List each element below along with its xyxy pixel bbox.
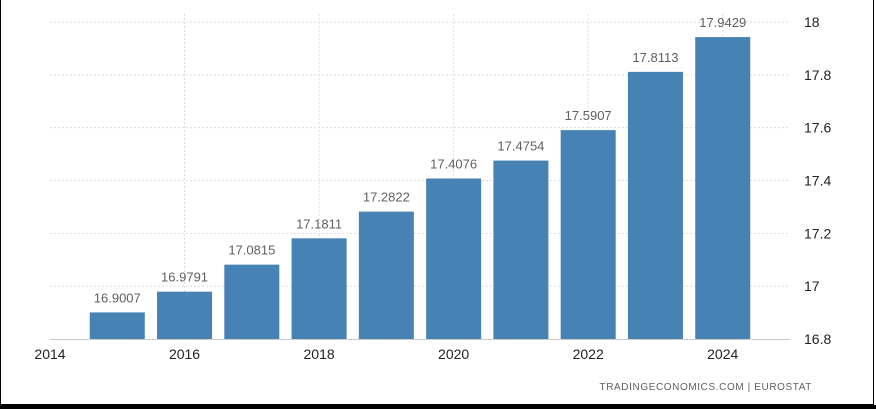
data-label-2022: 17.5907 xyxy=(565,108,612,123)
x-tick-label: 2020 xyxy=(438,346,469,362)
bars xyxy=(89,37,751,339)
y-tick-label: 17.6 xyxy=(804,120,831,136)
data-labels: 16.9007 16.9791 17.0815 17.1811 17.2822 17.40… xyxy=(94,15,746,305)
bar-2019 xyxy=(358,211,414,339)
data-label-2018: 17.1811 xyxy=(296,216,342,231)
bar-2022 xyxy=(560,130,616,339)
bar-2021 xyxy=(493,160,549,339)
y-tick-label: 17.2 xyxy=(804,225,831,241)
x-tick-label: 2016 xyxy=(169,346,200,362)
y-tick-label: 18 xyxy=(804,14,820,30)
data-label-2024: 17.9429 xyxy=(699,15,746,30)
data-label-2019: 17.2822 xyxy=(363,190,410,205)
x-axis-ticks: 2014 2016 2018 2020 2022 2024 xyxy=(34,346,738,362)
data-label-2023: 17.8113 xyxy=(632,50,678,65)
data-label-2017: 17.0815 xyxy=(228,243,275,258)
frame-bottom-border xyxy=(0,405,876,409)
bar-2018 xyxy=(291,238,347,339)
y-tick-label: 16.8 xyxy=(804,331,831,347)
x-tick-label: 2022 xyxy=(573,346,604,362)
bar-2015 xyxy=(89,312,145,339)
y-tick-label: 17.4 xyxy=(804,173,831,189)
data-label-2016: 16.9791 xyxy=(161,270,208,285)
data-label-2020: 17.4076 xyxy=(430,156,477,171)
y-tick-label: 17 xyxy=(804,278,820,294)
data-label-2021: 17.4754 xyxy=(497,139,544,154)
bar-2023 xyxy=(627,71,683,339)
bar-2016 xyxy=(157,291,213,339)
y-tick-label: 17.8 xyxy=(804,67,831,83)
bar-2024 xyxy=(695,37,751,339)
source-credit: TRADINGECONOMICS.COM | EUROSTAT xyxy=(599,382,812,393)
x-tick-label: 2014 xyxy=(34,346,65,362)
x-tick-label: 2024 xyxy=(707,346,738,362)
x-tick-label: 2018 xyxy=(304,346,335,362)
bar-2017 xyxy=(224,264,280,339)
data-label-2015: 16.9007 xyxy=(94,290,141,305)
bar-2020 xyxy=(426,178,482,339)
y-axis-ticks: 16.8 17 17.2 17.4 17.6 17.8 18 xyxy=(804,14,831,347)
